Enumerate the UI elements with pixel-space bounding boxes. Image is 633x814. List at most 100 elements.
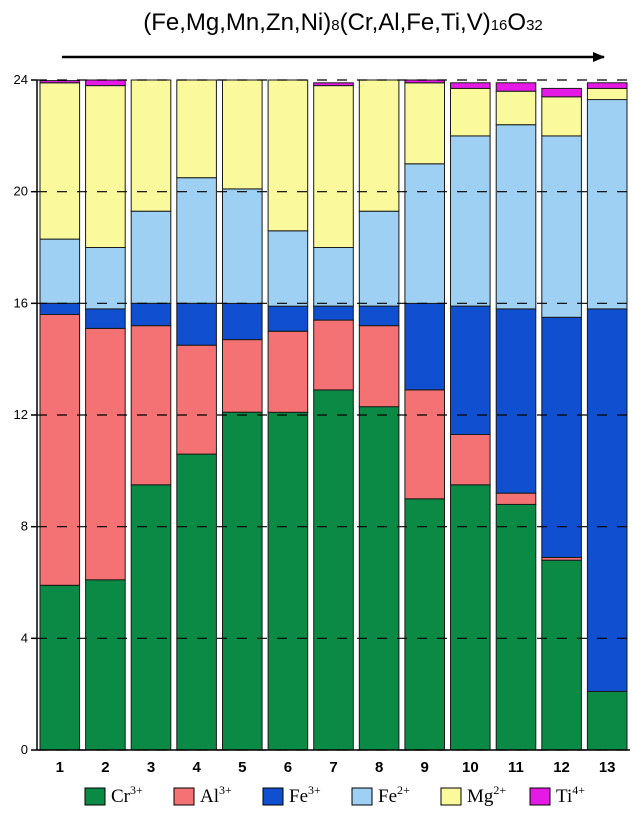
x-tick-label-11: 11 [508, 759, 524, 776]
bar-segment-fe-3plus-4 [176, 302, 217, 346]
bar-segment-cr-3plus-9 [404, 498, 445, 751]
x-tick-label-4: 4 [192, 759, 201, 776]
y-tick-label-16: 16 [14, 295, 28, 310]
bar-stack-8 [358, 79, 400, 751]
bar-segment-ti-4plus-1 [39, 80, 81, 84]
bar-segment-cr-3plus-1 [39, 584, 81, 751]
x-tick-label-10: 10 [462, 759, 479, 776]
bar-segment-cr-3plus-12 [541, 559, 582, 751]
bar-stack-2 [85, 79, 126, 751]
legend-item-ti-4plus: Ti4+ [529, 783, 585, 807]
bar-segment-ti-4plus-2 [85, 79, 126, 87]
y-tick-label-8: 8 [21, 519, 28, 534]
x-tick-label-6: 6 [284, 759, 292, 776]
bar-segment-fe-3plus-8 [358, 305, 400, 327]
bar-segment-fe-3plus-5 [222, 302, 263, 341]
bar-segment-al-3plus-6 [267, 330, 309, 413]
legend-item-cr-3plus: Cr3+ [84, 783, 143, 807]
bar-segment-mg-2plus-11 [495, 90, 537, 126]
bar-stack-10 [450, 82, 491, 751]
legend-label: Cr3+ [111, 783, 143, 807]
legend-swatch [440, 787, 462, 806]
legend-item-mg-2plus: Mg2+ [440, 783, 506, 807]
y-tick-label-0: 0 [21, 742, 28, 757]
legend-swatch [173, 787, 195, 806]
bar-segment-fe-3plus-10 [450, 305, 491, 435]
bar-stack-7 [313, 82, 354, 751]
y-axis: 0 4 8 12 16 20 24 [14, 72, 630, 757]
title-segment: (Fe,Mg,Mn,Zn,Ni) [143, 9, 331, 36]
bar-segment-fe-3plus-11 [495, 308, 537, 494]
x-tick-label-9: 9 [421, 759, 429, 776]
bar-stack-3 [130, 79, 172, 751]
bar-segment-mg-2plus-12 [541, 96, 582, 137]
legend-swatch [84, 787, 106, 806]
x-tick-label-2: 2 [101, 759, 109, 776]
bar-stack-11 [495, 82, 537, 751]
bar-segment-mg-2plus-13 [586, 87, 628, 101]
y-tick-label-12: 12 [14, 407, 28, 422]
bar-segment-cr-3plus-2 [85, 579, 126, 751]
x-tick-label-3: 3 [147, 759, 155, 776]
bar-segment-al-3plus-7 [313, 319, 354, 391]
x-tick-label-1: 1 [56, 759, 64, 776]
bar-segment-al-3plus-3 [130, 325, 172, 486]
title-segment: 16 [491, 17, 508, 34]
x-tick-label-8: 8 [375, 759, 383, 776]
chart-title: (Fe,Mg,Mn,Zn,Ni)8(Cr,Al,Fe,Ti,V)16O32 [143, 9, 543, 36]
bar-segment-mg-2plus-5 [222, 79, 263, 190]
bar-segment-mg-2plus-9 [404, 82, 445, 165]
bar-segment-fe-3plus-7 [313, 305, 354, 321]
legend-label: Fe3+ [289, 783, 321, 807]
legend-item-fe-3plus: Fe3+ [262, 783, 321, 807]
legend-swatch [262, 787, 284, 806]
bar-segment-fe-2plus-3 [130, 210, 172, 304]
bar-stack-9 [404, 79, 445, 751]
bar-segment-cr-3plus-11 [495, 503, 537, 751]
bar-segment-cr-3plus-8 [358, 406, 400, 751]
bar-segment-cr-3plus-3 [130, 484, 172, 751]
bar-segment-fe-3plus-3 [130, 302, 172, 327]
bar-segment-fe-2plus-8 [358, 210, 400, 307]
bar-segment-mg-2plus-4 [176, 79, 217, 179]
bar-segment-fe-2plus-7 [313, 247, 354, 307]
bar-segment-cr-3plus-4 [176, 453, 217, 751]
bar-segment-al-3plus-4 [176, 344, 217, 455]
bar-segment-fe-2plus-4 [176, 177, 217, 304]
bar-segment-al-3plus-8 [358, 325, 400, 408]
legend: Cr3+ Al3+ Fe3+ Fe2+ Mg2+ Ti4+ [84, 783, 585, 807]
bar-segment-mg-2plus-7 [313, 85, 354, 248]
title-segment: O [507, 9, 526, 36]
bar-segment-fe-2plus-12 [541, 135, 582, 318]
legend-item-al-3plus: Al3+ [173, 783, 232, 807]
title-segment: 32 [526, 17, 543, 34]
plot-area [39, 79, 628, 751]
bar-segment-fe-2plus-11 [495, 124, 537, 310]
bar-segment-al-3plus-2 [85, 328, 126, 581]
bar-segment-mg-2plus-2 [85, 85, 126, 248]
bar-stack-5 [222, 79, 263, 751]
bar-segment-ti-4plus-12 [541, 87, 582, 98]
title-segment: 8 [331, 17, 339, 34]
bar-segment-fe-3plus-2 [85, 308, 126, 329]
bar-segment-al-3plus-5 [222, 339, 263, 413]
legend-label: Al3+ [200, 783, 232, 807]
bar-segment-mg-2plus-1 [39, 82, 81, 240]
bar-segment-fe-2plus-9 [404, 163, 445, 304]
bar-segment-al-3plus-11 [495, 492, 537, 505]
x-axis: 1 2 3 4 5 6 7 8 9 10 11 12 13 [37, 749, 630, 776]
bar-segment-mg-2plus-3 [130, 79, 172, 212]
bar-stack-6 [267, 79, 309, 751]
bar-stack-4 [176, 79, 217, 751]
bar-segment-cr-3plus-10 [450, 484, 491, 751]
x-tick-label-7: 7 [329, 759, 337, 776]
legend-label: Mg2+ [467, 783, 506, 807]
bar-segment-fe-2plus-1 [39, 238, 81, 304]
bar-segment-fe-2plus-13 [586, 99, 628, 310]
bar-segment-fe-2plus-5 [222, 188, 263, 304]
legend-label: Fe2+ [378, 783, 410, 807]
y-tick-label-20: 20 [14, 184, 28, 199]
bar-segment-ti-4plus-7 [313, 82, 354, 87]
bar-segment-ti-4plus-10 [450, 82, 491, 89]
bar-segment-fe-3plus-12 [541, 316, 582, 558]
